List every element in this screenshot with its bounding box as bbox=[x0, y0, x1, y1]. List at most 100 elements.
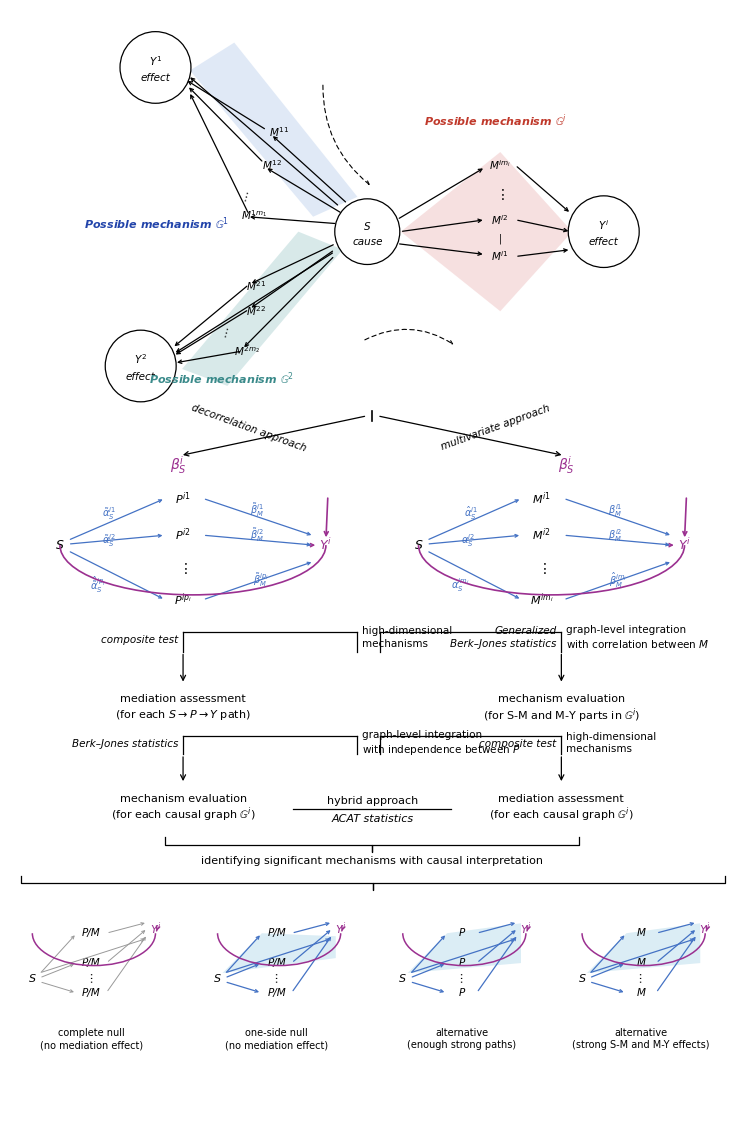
Text: $\tilde{\alpha}_S^{i1}$: $\tilde{\alpha}_S^{i1}$ bbox=[102, 505, 116, 522]
Polygon shape bbox=[408, 924, 521, 973]
Polygon shape bbox=[223, 933, 336, 973]
Text: $M^{im_i}$: $M^{im_i}$ bbox=[489, 158, 512, 172]
Text: composite test: composite test bbox=[479, 739, 556, 749]
Circle shape bbox=[120, 32, 191, 104]
Text: $S$: $S$ bbox=[398, 972, 407, 984]
Text: $Y^i$: $Y^i$ bbox=[520, 920, 532, 936]
Text: $Y^1$: $Y^1$ bbox=[149, 55, 162, 68]
Text: $\beta_M^{i1}$: $\beta_M^{i1}$ bbox=[608, 502, 622, 518]
Text: $\cdots$: $\cdots$ bbox=[220, 326, 232, 341]
Text: (for each causal graph $\mathbb{G}^i$): (for each causal graph $\mathbb{G}^i$) bbox=[489, 805, 634, 825]
Polygon shape bbox=[182, 231, 343, 386]
Text: P: P bbox=[459, 928, 465, 939]
Circle shape bbox=[568, 196, 639, 268]
Text: $\hat{\beta}_M^{im_i}$: $\hat{\beta}_M^{im_i}$ bbox=[610, 571, 628, 590]
Text: $Y^i$: $Y^i$ bbox=[334, 920, 346, 936]
Text: decorrelation approach: decorrelation approach bbox=[190, 402, 308, 453]
Text: P/M: P/M bbox=[82, 928, 100, 939]
Text: cause: cause bbox=[352, 237, 382, 246]
Text: $Y^i$: $Y^i$ bbox=[598, 219, 609, 232]
Text: $\tilde{\beta}_M^{i1}$: $\tilde{\beta}_M^{i1}$ bbox=[250, 501, 264, 519]
Text: $P^{ip_i}$: $P^{ip_i}$ bbox=[174, 591, 192, 608]
Text: effect: effect bbox=[140, 73, 170, 83]
Text: $S$: $S$ bbox=[56, 539, 64, 551]
Text: $M^{21}$: $M^{21}$ bbox=[246, 279, 266, 293]
Text: $\cdots$: $\cdots$ bbox=[457, 972, 466, 984]
Text: $S$: $S$ bbox=[578, 972, 586, 984]
Text: $Y^i$: $Y^i$ bbox=[699, 920, 711, 936]
Text: $M^{22}$: $M^{22}$ bbox=[246, 304, 266, 318]
Text: Possible mechanism $\mathbb{G}^i$: Possible mechanism $\mathbb{G}^i$ bbox=[424, 112, 567, 129]
Text: $S$: $S$ bbox=[213, 972, 222, 984]
Text: $\cdots$: $\cdots$ bbox=[636, 972, 646, 984]
Text: effect: effect bbox=[126, 371, 156, 382]
Text: P: P bbox=[459, 958, 465, 968]
Text: multivariate approach: multivariate approach bbox=[440, 403, 551, 452]
Text: $\alpha_S^{im_i}$: $\alpha_S^{im_i}$ bbox=[451, 576, 470, 593]
Text: graph-level integration
with correlation between $M$: graph-level integration with correlation… bbox=[566, 625, 710, 650]
Text: P/M: P/M bbox=[267, 958, 286, 968]
Circle shape bbox=[105, 330, 176, 402]
Text: $Y^2$: $Y^2$ bbox=[134, 353, 147, 367]
Text: Possible mechanism $\mathbb{G}^1$: Possible mechanism $\mathbb{G}^1$ bbox=[83, 215, 229, 232]
Text: (for S-M and M-Y parts in $\mathbb{G}^i$): (for S-M and M-Y parts in $\mathbb{G}^i$… bbox=[483, 706, 640, 724]
Text: $\cdots$: $\cdots$ bbox=[240, 190, 253, 204]
Text: mediation assessment: mediation assessment bbox=[120, 695, 246, 704]
Text: M: M bbox=[637, 958, 646, 968]
Text: $\alpha_S^{i2}$: $\alpha_S^{i2}$ bbox=[460, 532, 475, 549]
Text: mechanism evaluation: mechanism evaluation bbox=[498, 695, 625, 704]
Text: $|$: $|$ bbox=[498, 231, 502, 246]
Text: Possible mechanism $\mathbb{G}^2$: Possible mechanism $\mathbb{G}^2$ bbox=[148, 370, 294, 387]
Text: $M^{im_i}$: $M^{im_i}$ bbox=[530, 591, 554, 608]
Text: alternative
(enough strong paths): alternative (enough strong paths) bbox=[407, 1027, 517, 1050]
Text: high-dimensional
mechanisms: high-dimensional mechanisms bbox=[566, 732, 656, 754]
Text: P/M: P/M bbox=[82, 988, 100, 998]
Text: $\vdots$: $\vdots$ bbox=[496, 187, 505, 203]
Text: $\beta_S^i$: $\beta_S^i$ bbox=[170, 454, 187, 476]
Text: $S$: $S$ bbox=[363, 220, 371, 231]
Text: Berk–Jones statistics: Berk–Jones statistics bbox=[72, 739, 178, 749]
Text: $\hat{\alpha}_S^{i1}$: $\hat{\alpha}_S^{i1}$ bbox=[464, 505, 478, 522]
Text: $M^{1m_1}$: $M^{1m_1}$ bbox=[242, 207, 268, 222]
Text: mediation assessment: mediation assessment bbox=[499, 794, 624, 804]
Text: ACAT statistics: ACAT statistics bbox=[332, 813, 413, 823]
Text: P/M: P/M bbox=[82, 958, 100, 968]
Text: $M^{i2}$: $M^{i2}$ bbox=[491, 213, 509, 227]
Text: $Y^i$: $Y^i$ bbox=[320, 538, 332, 554]
Text: identifying significant mechanisms with causal interpretation: identifying significant mechanisms with … bbox=[201, 855, 543, 866]
Text: $\beta_M^{i2}$: $\beta_M^{i2}$ bbox=[608, 526, 622, 543]
Text: P/M: P/M bbox=[267, 988, 286, 998]
Text: $M^{2m_2}$: $M^{2m_2}$ bbox=[234, 344, 260, 358]
Text: $\cdots$: $\cdots$ bbox=[272, 972, 282, 984]
Text: effect: effect bbox=[589, 237, 619, 247]
Text: P/M: P/M bbox=[267, 928, 286, 939]
Text: composite test: composite test bbox=[101, 634, 178, 645]
Text: $M^{12}$: $M^{12}$ bbox=[262, 158, 282, 172]
Text: $\tilde{\alpha}_S^{i2}$: $\tilde{\alpha}_S^{i2}$ bbox=[102, 532, 116, 549]
Text: $\vdots$: $\vdots$ bbox=[178, 560, 188, 575]
Text: $Y^i$: $Y^i$ bbox=[678, 538, 691, 554]
Text: $Y^i$: $Y^i$ bbox=[150, 920, 161, 936]
Text: $P^{i1}$: $P^{i1}$ bbox=[175, 490, 191, 507]
Text: $\beta_S^i$: $\beta_S^i$ bbox=[558, 454, 574, 476]
Text: $S$: $S$ bbox=[414, 539, 423, 551]
Text: $M^{11}$: $M^{11}$ bbox=[268, 125, 289, 139]
Text: high-dimensional
mechanisms: high-dimensional mechanisms bbox=[362, 626, 452, 649]
Text: P: P bbox=[459, 988, 465, 998]
Text: $\vdots$: $\vdots$ bbox=[537, 560, 547, 575]
Text: $M^{i1}$: $M^{i1}$ bbox=[532, 490, 551, 507]
Text: $S$: $S$ bbox=[28, 972, 37, 984]
Text: M: M bbox=[637, 928, 646, 939]
Text: M: M bbox=[637, 988, 646, 998]
Text: (for each causal graph $\mathbb{G}^i$): (for each causal graph $\mathbb{G}^i$) bbox=[111, 805, 256, 825]
Polygon shape bbox=[400, 151, 572, 311]
Text: $P^{i2}$: $P^{i2}$ bbox=[176, 527, 191, 543]
Text: Generalized
Berk–Jones statistics: Generalized Berk–Jones statistics bbox=[450, 626, 556, 649]
Text: hybrid approach: hybrid approach bbox=[326, 796, 418, 806]
Text: $\tilde{\beta}_M^{i2}$: $\tilde{\beta}_M^{i2}$ bbox=[250, 526, 264, 544]
Circle shape bbox=[334, 199, 400, 264]
Text: $M^{i2}$: $M^{i2}$ bbox=[532, 527, 551, 543]
Polygon shape bbox=[190, 42, 358, 216]
Text: $M^{i1}$: $M^{i1}$ bbox=[491, 249, 509, 263]
Text: $\tilde{\beta}_M^{ip_i}$: $\tilde{\beta}_M^{ip_i}$ bbox=[253, 571, 268, 589]
